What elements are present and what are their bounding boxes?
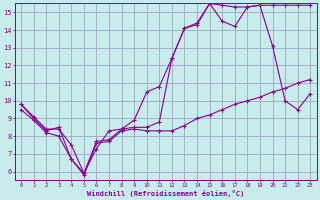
X-axis label: Windchill (Refroidissement éolien,°C): Windchill (Refroidissement éolien,°C) bbox=[87, 190, 244, 197]
